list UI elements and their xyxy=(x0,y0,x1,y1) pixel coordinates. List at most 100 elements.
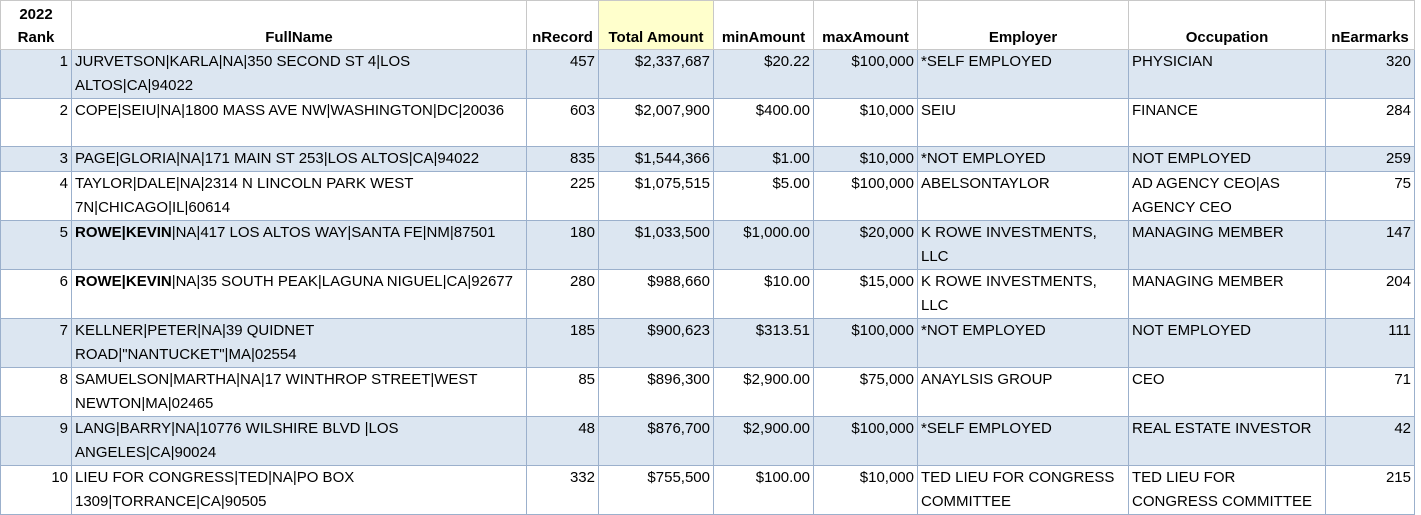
nearmarks-cell[interactable]: 147 xyxy=(1325,220,1415,270)
nrecord-cell[interactable]: 180 xyxy=(526,220,599,270)
employer-cell[interactable]: ANAYLSIS GROUP xyxy=(917,367,1129,417)
occupation-cell[interactable]: TED LIEU FOR CONGRESS COMMITTEE xyxy=(1128,465,1326,515)
min-amount-cell[interactable]: $5.00 xyxy=(713,171,814,221)
max-amount-cell[interactable]: $15,000 xyxy=(813,269,918,319)
occupation-cell[interactable]: NOT EMPLOYED xyxy=(1128,318,1326,368)
employer-cell[interactable]: *SELF EMPLOYED xyxy=(917,49,1129,99)
nrecord-cell[interactable]: 603 xyxy=(526,98,599,147)
nrecord-cell[interactable]: 185 xyxy=(526,318,599,368)
nearmarks-cell[interactable]: 284 xyxy=(1325,98,1415,147)
total-amount-cell[interactable]: $1,544,366 xyxy=(598,146,714,172)
max-amount-cell[interactable]: $20,000 xyxy=(813,220,918,270)
header-employer[interactable]: Employer xyxy=(917,0,1129,50)
occupation-cell[interactable]: MANAGING MEMBER xyxy=(1128,269,1326,319)
nearmarks-cell[interactable]: 111 xyxy=(1325,318,1415,368)
nearmarks-cell[interactable]: 320 xyxy=(1325,49,1415,99)
header-fullname[interactable]: FullName xyxy=(71,0,527,50)
max-amount-cell[interactable]: $75,000 xyxy=(813,367,918,417)
rank-cell[interactable]: 9 xyxy=(0,416,72,466)
min-amount-cell[interactable]: $2,900.00 xyxy=(713,416,814,466)
fullname-cell[interactable]: PAGE|GLORIA|NA|171 MAIN ST 253|LOS ALTOS… xyxy=(71,146,527,172)
min-amount-cell[interactable]: $400.00 xyxy=(713,98,814,147)
occupation-cell[interactable]: NOT EMPLOYED xyxy=(1128,146,1326,172)
employer-cell[interactable]: TED LIEU FOR CONGRESS COMMITTEE xyxy=(917,465,1129,515)
header-nrecord[interactable]: nRecord xyxy=(526,0,599,50)
total-amount-cell[interactable]: $900,623 xyxy=(598,318,714,368)
employer-cell[interactable]: K ROWE INVESTMENTS, LLC xyxy=(917,220,1129,270)
fullname-cell[interactable]: ROWE|KEVIN|NA|417 LOS ALTOS WAY|SANTA FE… xyxy=(71,220,527,270)
table-row: 1 JURVETSON|KARLA|NA|350 SECOND ST 4|LOS… xyxy=(0,49,1415,99)
total-amount-cell[interactable]: $1,033,500 xyxy=(598,220,714,270)
rank-cell[interactable]: 10 xyxy=(0,465,72,515)
nearmarks-cell[interactable]: 215 xyxy=(1325,465,1415,515)
max-amount-cell[interactable]: $100,000 xyxy=(813,416,918,466)
nearmarks-cell[interactable]: 75 xyxy=(1325,171,1415,221)
rank-cell[interactable]: 3 xyxy=(0,146,72,172)
rank-cell[interactable]: 6 xyxy=(0,269,72,319)
max-amount-cell[interactable]: $100,000 xyxy=(813,49,918,99)
occupation-cell[interactable]: PHYSICIAN xyxy=(1128,49,1326,99)
nrecord-cell[interactable]: 332 xyxy=(526,465,599,515)
employer-cell[interactable]: SEIU xyxy=(917,98,1129,147)
max-amount-cell[interactable]: $100,000 xyxy=(813,318,918,368)
header-total-amount[interactable]: Total Amount xyxy=(598,0,714,50)
nrecord-cell[interactable]: 85 xyxy=(526,367,599,417)
min-amount-cell[interactable]: $1.00 xyxy=(713,146,814,172)
min-amount-cell[interactable]: $313.51 xyxy=(713,318,814,368)
occupation-cell[interactable]: CEO xyxy=(1128,367,1326,417)
employer-cell[interactable]: *NOT EMPLOYED xyxy=(917,318,1129,368)
header-rank[interactable]: 2022 Rank xyxy=(0,0,72,50)
fullname-cell[interactable]: ROWE|KEVIN|NA|35 SOUTH PEAK|LAGUNA NIGUE… xyxy=(71,269,527,319)
fullname-cell[interactable]: JURVETSON|KARLA|NA|350 SECOND ST 4|LOS A… xyxy=(71,49,527,99)
occupation-cell[interactable]: AD AGENCY CEO|AS AGENCY CEO xyxy=(1128,171,1326,221)
fullname-cell[interactable]: LIEU FOR CONGRESS|TED|NA|PO BOX 1309|TOR… xyxy=(71,465,527,515)
header-min-amount[interactable]: minAmount xyxy=(713,0,814,50)
fullname-cell[interactable]: COPE|SEIU|NA|1800 MASS AVE NW|WASHINGTON… xyxy=(71,98,527,147)
min-amount-cell[interactable]: $20.22 xyxy=(713,49,814,99)
occupation-cell[interactable]: REAL ESTATE INVESTOR xyxy=(1128,416,1326,466)
fullname-cell[interactable]: KELLNER|PETER|NA|39 QUIDNET ROAD|"NANTUC… xyxy=(71,318,527,368)
total-amount-cell[interactable]: $1,075,515 xyxy=(598,171,714,221)
rank-cell[interactable]: 4 xyxy=(0,171,72,221)
employer-cell[interactable]: K ROWE INVESTMENTS, LLC xyxy=(917,269,1129,319)
header-max-amount[interactable]: maxAmount xyxy=(813,0,918,50)
employer-cell[interactable]: *NOT EMPLOYED xyxy=(917,146,1129,172)
min-amount-cell[interactable]: $1,000.00 xyxy=(713,220,814,270)
nrecord-cell[interactable]: 835 xyxy=(526,146,599,172)
header-nearmarks[interactable]: nEarmarks xyxy=(1325,0,1415,50)
max-amount-cell[interactable]: $100,000 xyxy=(813,171,918,221)
max-amount-cell[interactable]: $10,000 xyxy=(813,465,918,515)
total-amount-cell[interactable]: $755,500 xyxy=(598,465,714,515)
nearmarks-cell[interactable]: 42 xyxy=(1325,416,1415,466)
rank-cell[interactable]: 5 xyxy=(0,220,72,270)
min-amount-cell[interactable]: $10.00 xyxy=(713,269,814,319)
rank-cell[interactable]: 2 xyxy=(0,98,72,147)
nearmarks-cell[interactable]: 204 xyxy=(1325,269,1415,319)
total-amount-cell[interactable]: $988,660 xyxy=(598,269,714,319)
employer-cell[interactable]: *SELF EMPLOYED xyxy=(917,416,1129,466)
min-amount-cell[interactable]: $100.00 xyxy=(713,465,814,515)
fullname-cell[interactable]: LANG|BARRY|NA|10776 WILSHIRE BLVD |LOS A… xyxy=(71,416,527,466)
total-amount-cell[interactable]: $2,337,687 xyxy=(598,49,714,99)
nrecord-cell[interactable]: 457 xyxy=(526,49,599,99)
nrecord-cell[interactable]: 48 xyxy=(526,416,599,466)
occupation-cell[interactable]: MANAGING MEMBER xyxy=(1128,220,1326,270)
total-amount-cell[interactable]: $876,700 xyxy=(598,416,714,466)
nearmarks-cell[interactable]: 71 xyxy=(1325,367,1415,417)
fullname-cell[interactable]: TAYLOR|DALE|NA|2314 N LINCOLN PARK WEST … xyxy=(71,171,527,221)
fullname-cell[interactable]: SAMUELSON|MARTHA|NA|17 WINTHROP STREET|W… xyxy=(71,367,527,417)
rank-cell[interactable]: 7 xyxy=(0,318,72,368)
total-amount-cell[interactable]: $896,300 xyxy=(598,367,714,417)
employer-cell[interactable]: ABELSONTAYLOR xyxy=(917,171,1129,221)
nrecord-cell[interactable]: 280 xyxy=(526,269,599,319)
nrecord-cell[interactable]: 225 xyxy=(526,171,599,221)
max-amount-cell[interactable]: $10,000 xyxy=(813,146,918,172)
rank-cell[interactable]: 1 xyxy=(0,49,72,99)
occupation-cell[interactable]: FINANCE xyxy=(1128,98,1326,147)
header-occupation[interactable]: Occupation xyxy=(1128,0,1326,50)
rank-cell[interactable]: 8 xyxy=(0,367,72,417)
max-amount-cell[interactable]: $10,000 xyxy=(813,98,918,147)
nearmarks-cell[interactable]: 259 xyxy=(1325,146,1415,172)
total-amount-cell[interactable]: $2,007,900 xyxy=(598,98,714,147)
min-amount-cell[interactable]: $2,900.00 xyxy=(713,367,814,417)
